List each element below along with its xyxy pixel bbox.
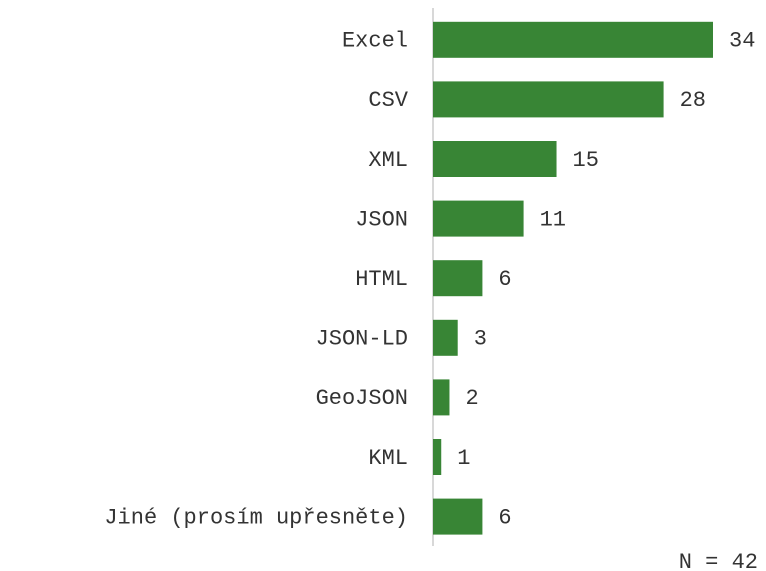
category-label: CSV xyxy=(368,88,408,113)
category-label: HTML xyxy=(355,267,408,292)
bar xyxy=(433,498,483,535)
bar xyxy=(433,141,557,177)
bar xyxy=(433,439,442,475)
category-label: XML xyxy=(368,148,408,173)
bar xyxy=(433,260,483,297)
value-label: 3 xyxy=(474,327,487,352)
value-label: 6 xyxy=(498,505,511,530)
bar xyxy=(433,200,524,237)
value-label: 6 xyxy=(498,267,511,292)
category-label: GeoJSON xyxy=(316,386,408,411)
value-label: 2 xyxy=(465,386,478,411)
value-label: 11 xyxy=(540,207,566,232)
bar xyxy=(433,81,664,118)
value-label: 34 xyxy=(729,29,755,54)
category-label: KML xyxy=(368,446,408,471)
bar xyxy=(433,319,458,356)
category-label: Excel xyxy=(342,29,408,54)
value-label: 28 xyxy=(680,88,706,113)
value-label: 15 xyxy=(573,148,599,173)
annotation: N = 42 xyxy=(679,550,758,571)
category-label: JSON xyxy=(355,207,408,232)
category-label: Jiné (prosím upřesněte) xyxy=(104,505,408,530)
bar xyxy=(433,21,713,58)
value-label: 1 xyxy=(457,446,470,471)
bar xyxy=(433,379,450,416)
category-label: JSON-LD xyxy=(316,327,408,352)
